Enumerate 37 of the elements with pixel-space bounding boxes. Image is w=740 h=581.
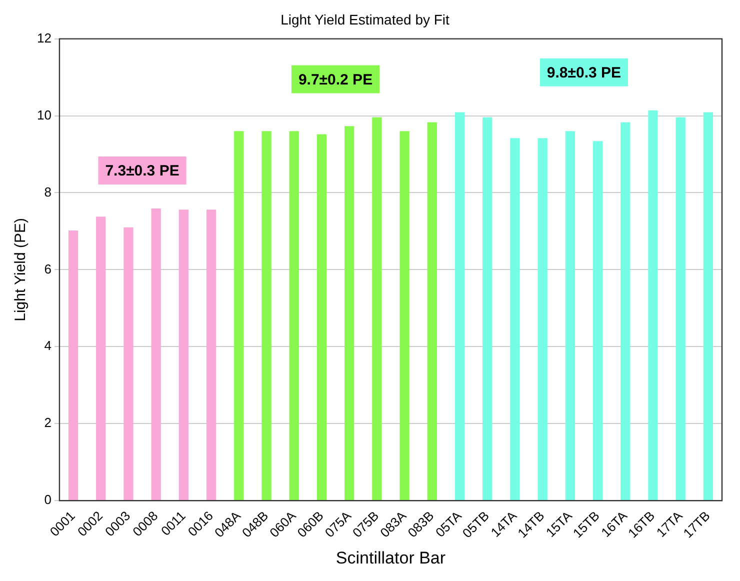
- annotation: 9.8±0.3 PE: [546, 64, 622, 82]
- bar: [648, 110, 658, 500]
- annotation: 9.7±0.2 PE: [298, 71, 373, 88]
- bar: [565, 131, 575, 500]
- bar: [676, 117, 686, 500]
- bar: [289, 131, 299, 500]
- bar: [344, 126, 354, 500]
- bar: [427, 122, 437, 500]
- bar: [178, 210, 189, 500]
- y-tick-label: 4: [44, 338, 52, 354]
- bar: [703, 112, 714, 500]
- bar: [592, 141, 603, 500]
- bar: [124, 227, 134, 500]
- annotation: 7.3±0.3 PE: [105, 162, 180, 180]
- y-axis-title: Light Yield (PE): [12, 218, 30, 322]
- y-tick-label: 8: [44, 184, 52, 200]
- bar: [234, 131, 244, 500]
- y-tick-label: 0: [44, 492, 52, 508]
- bar: [400, 131, 410, 500]
- chart-title: Light Yield Estimated by Fit: [280, 11, 450, 28]
- bar: [206, 210, 216, 500]
- y-tick-label: 2: [44, 415, 52, 430]
- bar: [316, 134, 327, 500]
- bar: [510, 138, 520, 500]
- y-tick-label: 10: [36, 107, 52, 122]
- bar: [151, 208, 161, 500]
- y-tick-label: 6: [44, 261, 52, 276]
- bar: [538, 138, 548, 500]
- bar: [262, 131, 272, 500]
- x-axis-title: Scintillator Bar: [336, 548, 446, 568]
- bar: [620, 122, 630, 500]
- y-tick-label: 12: [36, 30, 52, 46]
- bar: [372, 117, 382, 500]
- bar: [68, 230, 78, 500]
- bar: [454, 112, 465, 500]
- bar: [96, 216, 106, 500]
- bar: [482, 117, 492, 500]
